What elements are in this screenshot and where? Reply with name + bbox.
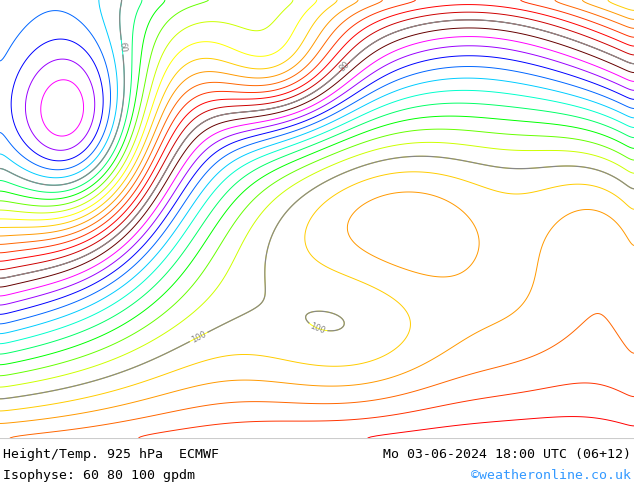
Text: ©weatheronline.co.uk: ©weatheronline.co.uk bbox=[471, 469, 631, 482]
Text: 60: 60 bbox=[117, 42, 127, 53]
Text: Isophyse: 60 80 100 gpdm: Isophyse: 60 80 100 gpdm bbox=[3, 469, 195, 482]
Text: 80: 80 bbox=[338, 60, 351, 74]
Text: Mo 03-06-2024 18:00 UTC (06+12): Mo 03-06-2024 18:00 UTC (06+12) bbox=[383, 448, 631, 462]
Text: 100: 100 bbox=[309, 321, 327, 335]
Text: Height/Temp. 925 hPa  ECMWF: Height/Temp. 925 hPa ECMWF bbox=[3, 448, 219, 462]
Text: 100: 100 bbox=[190, 329, 208, 344]
